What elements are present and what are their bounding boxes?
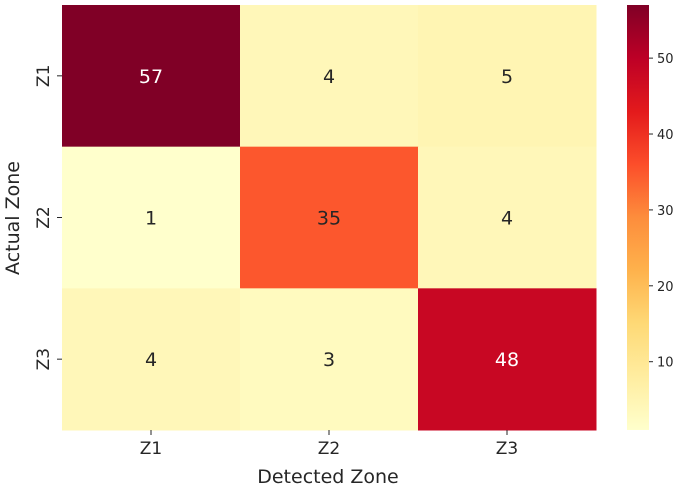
- x-axis-ticks: Z1 Z2 Z3: [140, 430, 518, 459]
- heatmap-cell: [240, 5, 419, 148]
- y-tick-label: Z3: [34, 348, 54, 370]
- heatmap-cell: [62, 288, 241, 431]
- cell-value-label: 35: [317, 208, 341, 230]
- x-tick-label: Z2: [318, 439, 340, 459]
- cell-value-label: 3: [323, 349, 335, 371]
- cell-value-label: 5: [501, 66, 513, 88]
- heatmap-cell: [62, 146, 241, 289]
- y-tick-label: Z2: [34, 206, 54, 228]
- x-tick-label: Z1: [140, 439, 162, 459]
- colorbar-tick-label: 10: [657, 356, 674, 371]
- x-tick-label: Z3: [496, 439, 518, 459]
- heatmap-cells: [62, 5, 597, 431]
- cell-value-label: 4: [323, 66, 335, 88]
- cell-value-label: 4: [501, 208, 513, 230]
- heatmap-cell: [418, 288, 597, 431]
- colorbar-ticks: 10 20 30 40 50: [649, 52, 674, 371]
- cell-value-label: 48: [495, 349, 519, 371]
- colorbar: [627, 5, 649, 430]
- cell-value-label: 4: [145, 349, 157, 371]
- heatmap-cell: [240, 146, 419, 289]
- colorbar-tick-label: 20: [657, 280, 674, 295]
- colorbar-tick-label: 50: [657, 52, 674, 67]
- x-axis-title: Detected Zone: [257, 466, 399, 486]
- y-axis-ticks: Z1 Z2 Z3: [34, 65, 62, 370]
- cell-value-label: 1: [145, 208, 157, 230]
- heatmap-cell: [418, 5, 597, 148]
- colorbar-tick-label: 40: [657, 128, 674, 143]
- heatmap-cell: [62, 5, 241, 148]
- heatmap-cell: [240, 288, 419, 431]
- cell-value-label: 57: [139, 66, 163, 88]
- colorbar-tick-label: 30: [657, 204, 674, 219]
- heatmap-cell: [418, 146, 597, 289]
- y-axis-title: Actual Zone: [2, 161, 24, 275]
- y-tick-label: Z1: [34, 65, 54, 87]
- heatmap-annotations: 57 4 5 1 35 4 4 3 48: [139, 66, 519, 371]
